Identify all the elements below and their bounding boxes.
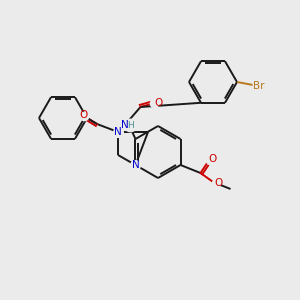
Text: N: N [114,127,122,137]
Text: N: N [121,120,128,130]
Text: O: O [214,178,223,188]
Text: H: H [127,121,134,130]
Text: O: O [154,98,163,108]
Text: N: N [132,160,140,170]
Text: O: O [208,154,217,164]
Text: Br: Br [253,81,265,91]
Text: O: O [79,110,87,120]
